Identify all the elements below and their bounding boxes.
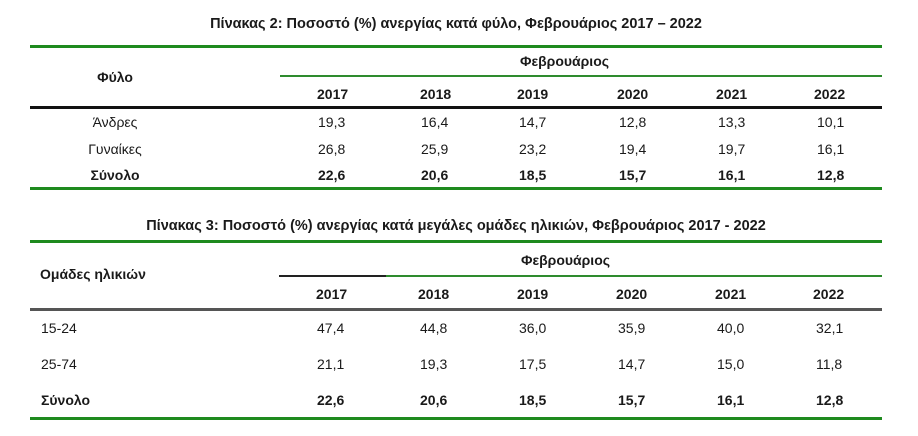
cell-value: 19,3 bbox=[420, 356, 448, 372]
cell-value: 18,5 bbox=[519, 392, 547, 408]
table-2-top-rule bbox=[30, 45, 882, 48]
table-3-header-rule bbox=[30, 308, 882, 311]
row-label: Άνδρες bbox=[92, 114, 138, 130]
table-2-year-2021: 2021 bbox=[716, 86, 748, 102]
cell-value: 15,7 bbox=[618, 392, 646, 408]
cell-value: 12,8 bbox=[816, 392, 844, 408]
cell-value: 17,5 bbox=[519, 356, 547, 372]
table-3-year-2019: 2019 bbox=[517, 286, 549, 302]
cell-value: 19,3 bbox=[318, 114, 346, 130]
cell-value: 44,8 bbox=[420, 320, 448, 336]
cell-value: 10,1 bbox=[817, 114, 845, 130]
table-3-group-rule-dark bbox=[279, 275, 386, 277]
cell-value: 12,8 bbox=[817, 167, 845, 183]
table-2-header-rule bbox=[30, 106, 882, 109]
cell-value: 47,4 bbox=[317, 320, 345, 336]
cell-value: 25,9 bbox=[421, 141, 449, 157]
table-3-year-2020: 2020 bbox=[616, 286, 648, 302]
table-2-year-2017: 2017 bbox=[317, 86, 349, 102]
table-2-group-header: Φεβρουάριος bbox=[520, 53, 610, 69]
cell-value: 22,6 bbox=[317, 392, 345, 408]
row-label: Γυναίκες bbox=[88, 141, 142, 157]
cell-value: 22,6 bbox=[318, 167, 346, 183]
table-2-bottom-rule bbox=[30, 187, 882, 190]
cell-value: 16,1 bbox=[718, 167, 746, 183]
table-2-year-2022: 2022 bbox=[814, 86, 846, 102]
cell-value: 14,7 bbox=[519, 114, 547, 130]
table-2-row-header: Φύλο bbox=[97, 69, 133, 85]
table-2-year-2018: 2018 bbox=[420, 86, 452, 102]
table-3-group-header: Φεβρουάριος bbox=[521, 252, 611, 268]
cell-value: 16,1 bbox=[717, 392, 745, 408]
table-3-group-rule bbox=[386, 275, 882, 277]
cell-value: 16,4 bbox=[421, 114, 449, 130]
table-3-year-2017: 2017 bbox=[316, 286, 348, 302]
table-3-year-2021: 2021 bbox=[715, 286, 747, 302]
cell-value: 21,1 bbox=[317, 356, 345, 372]
cell-value: 12,8 bbox=[619, 114, 647, 130]
cell-value: 26,8 bbox=[318, 141, 346, 157]
table-2-group-rule bbox=[280, 75, 882, 77]
table-3-title: Πίνακας 3: Ποσοστό (%) ανεργίας κατά μεγ… bbox=[146, 218, 766, 234]
cell-value: 19,4 bbox=[619, 141, 647, 157]
cell-value: 16,1 bbox=[817, 141, 845, 157]
row-label: 25-74 bbox=[41, 356, 77, 372]
cell-value: 20,6 bbox=[421, 167, 449, 183]
table-2-year-2020: 2020 bbox=[617, 86, 649, 102]
cell-value: 14,7 bbox=[618, 356, 646, 372]
cell-value: 35,9 bbox=[618, 320, 646, 336]
cell-value: 32,1 bbox=[816, 320, 844, 336]
table-3-bottom-rule bbox=[30, 417, 882, 420]
row-label: Σύνολο bbox=[90, 167, 140, 183]
cell-value: 18,5 bbox=[519, 167, 547, 183]
cell-value: 15,0 bbox=[717, 356, 745, 372]
row-label: Σύνολο bbox=[41, 392, 91, 408]
cell-value: 20,6 bbox=[420, 392, 448, 408]
cell-value: 36,0 bbox=[519, 320, 547, 336]
table-3-top-rule bbox=[30, 240, 882, 243]
table-2-title: Πίνακας 2: Ποσοστό (%) ανεργίας κατά φύλ… bbox=[210, 16, 702, 32]
cell-value: 19,7 bbox=[718, 141, 746, 157]
cell-value: 15,7 bbox=[619, 167, 647, 183]
cell-value: 13,3 bbox=[718, 114, 746, 130]
table-2-year-2019: 2019 bbox=[517, 86, 549, 102]
cell-value: 23,2 bbox=[519, 141, 547, 157]
cell-value: 11,8 bbox=[816, 356, 843, 372]
row-label: 15-24 bbox=[41, 320, 77, 336]
table-3-year-2022: 2022 bbox=[813, 286, 845, 302]
table-3-row-header: Ομάδες ηλικιών bbox=[40, 266, 146, 282]
table-3-year-2018: 2018 bbox=[418, 286, 450, 302]
cell-value: 40,0 bbox=[717, 320, 745, 336]
